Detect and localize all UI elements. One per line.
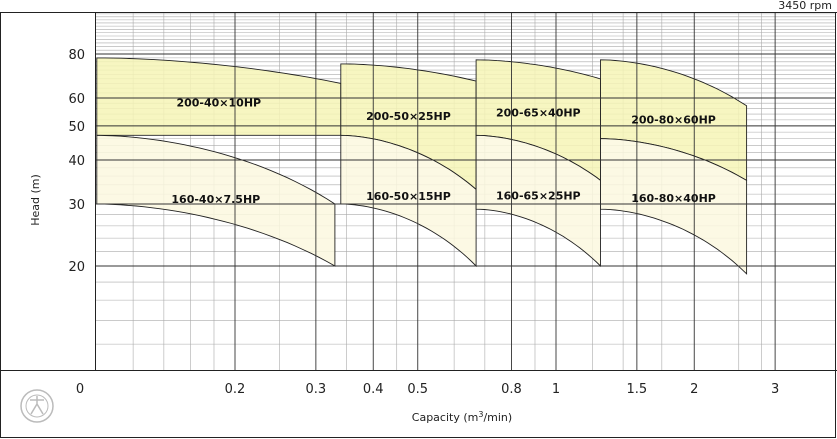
speed-label: 3450 rpm xyxy=(778,0,832,12)
x-axis-label-tail: /min) xyxy=(483,411,512,424)
x-tick-9: 3 xyxy=(771,382,779,397)
y-tick-0: 80 xyxy=(68,48,85,63)
x-tick-1: 0.2 xyxy=(225,382,246,397)
x-tick-5: 0.8 xyxy=(501,382,522,397)
x-tick-6: 1 xyxy=(552,382,560,397)
x-tick-7: 1.5 xyxy=(627,382,648,397)
region-label-6: 200-80×60HP xyxy=(631,114,716,127)
region-label-3: 160-50×15HP xyxy=(366,190,451,203)
y-axis-label: Head (m) xyxy=(29,174,42,226)
y-tick-2: 50 xyxy=(68,120,85,135)
y-tick-1: 60 xyxy=(68,92,85,107)
x-tick-0: 0 xyxy=(76,382,84,397)
region-label-0: 200-40×10HP xyxy=(176,97,261,110)
y-tick-3: 40 xyxy=(68,154,85,169)
region-label-2: 200-50×25HP xyxy=(366,110,451,123)
company-logo-icon xyxy=(20,389,54,423)
region-label-1: 160-40×7.5HP xyxy=(171,193,260,206)
x-tick-4: 0.5 xyxy=(407,382,428,397)
grid-major-lines xyxy=(95,13,835,370)
x-axis-label-sup: 3 xyxy=(478,410,483,419)
region-label-4: 200-65×40HP xyxy=(496,107,581,120)
y-tick-labels: 80 60 50 40 30 20 xyxy=(68,48,85,275)
y-tick-4: 30 xyxy=(68,198,85,213)
x-tick-3: 0.4 xyxy=(363,382,384,397)
x-tick-2: 0.3 xyxy=(306,382,327,397)
performance-regions xyxy=(96,57,748,275)
y-tick-5: 20 xyxy=(68,260,85,275)
region-label-7: 160-80×40HP xyxy=(631,192,716,205)
x-axis-label: Capacity (m3/min) xyxy=(412,410,512,424)
x-tick-8: 2 xyxy=(690,382,698,397)
region-label-5: 160-65×25HP xyxy=(496,190,581,203)
region-labels: 200-40×10HP 160-40×7.5HP 200-50×25HP 160-50… xyxy=(171,97,715,206)
x-tick-labels: 0 0.2 0.3 0.4 0.5 0.8 1 1.5 2 3 xyxy=(76,382,779,397)
x-axis-label-main: Capacity (m xyxy=(412,411,479,424)
